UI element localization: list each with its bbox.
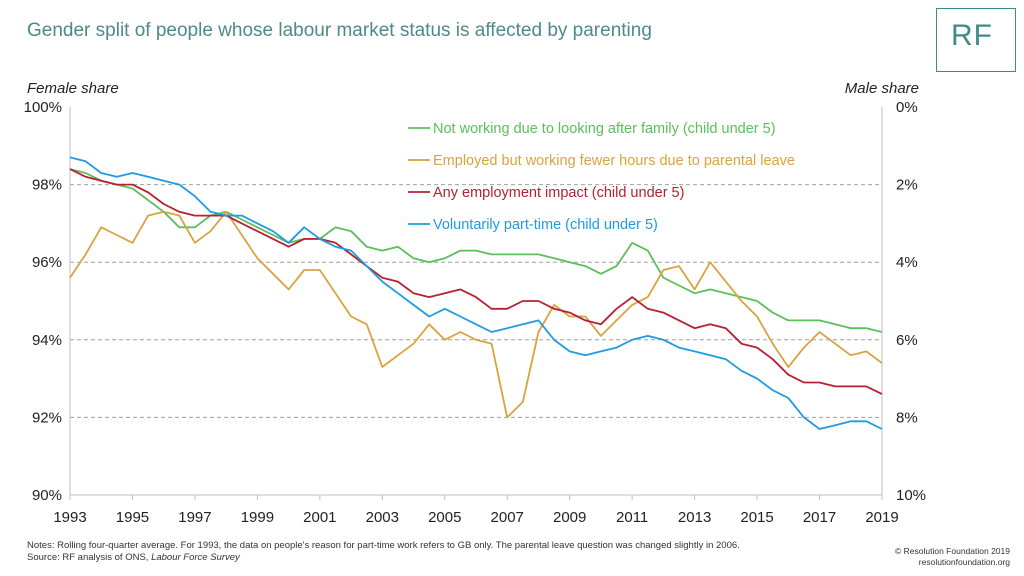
series-line-4: [69, 156, 883, 430]
legend-label: Employed but working fewer hours due to …: [433, 153, 795, 169]
y-tick-label-left: 98%: [32, 177, 62, 194]
left-axis-title: Female share: [27, 80, 119, 97]
rf-logo: RF: [936, 8, 1016, 72]
series-line-1: [69, 168, 883, 333]
logo-text: RF: [951, 19, 993, 52]
copyright-line2: resolutionfoundation.org: [918, 557, 1010, 567]
y-tick-label-right: 6%: [896, 332, 918, 349]
chart-title: Gender split of people whose labour mark…: [27, 20, 652, 41]
source-italic: Labour Force Survey: [151, 552, 240, 563]
x-tick-label: 1999: [241, 509, 274, 526]
x-tick-label: 1993: [53, 509, 86, 526]
copyright-line1: © Resolution Foundation 2019: [895, 546, 1010, 556]
legend-label: Not working due to looking after family …: [433, 121, 776, 137]
x-tick-label: 2005: [428, 509, 461, 526]
y-tick-label-left: 90%: [32, 487, 62, 504]
x-tick-label: 1995: [116, 509, 149, 526]
x-tick-label: 2009: [553, 509, 586, 526]
y-tick-label-right: 2%: [896, 177, 918, 194]
y-tick-label-left: 96%: [32, 254, 62, 271]
y-tick-label-left: 100%: [24, 99, 62, 116]
series-line-2: [69, 210, 883, 419]
source-prefix: Source: RF analysis of ONS,: [27, 552, 152, 563]
x-tick-label: 2003: [366, 509, 399, 526]
y-tick-label-left: 94%: [32, 332, 62, 349]
y-tick-label-right: 0%: [896, 99, 918, 116]
y-tick-label-right: 10%: [896, 487, 926, 504]
y-tick-label-right: 8%: [896, 409, 918, 426]
series-line-3: [69, 168, 883, 395]
source-text: Source: RF analysis of ONS, Labour Force…: [27, 552, 740, 564]
copyright: © Resolution Foundation 2019 resolutionf…: [895, 546, 1010, 568]
x-tick-label: 1997: [178, 509, 211, 526]
y-tick-label-right: 4%: [896, 254, 918, 271]
x-tick-label: 2013: [678, 509, 711, 526]
x-tick-label: 2015: [740, 509, 773, 526]
right-axis-title: Male share: [844, 80, 919, 97]
x-tick-label: 2019: [865, 509, 898, 526]
x-tick-label: 2017: [803, 509, 836, 526]
x-tick-label: 2007: [491, 509, 524, 526]
y-tick-label-left: 92%: [32, 409, 62, 426]
legend-label: Voluntarily part-time (child under 5): [433, 217, 658, 233]
legend-label: Any employment impact (child under 5): [433, 185, 684, 201]
notes: Notes: Rolling four-quarter average. For…: [27, 540, 740, 564]
x-tick-label: 2011: [616, 509, 648, 526]
notes-text: Notes: Rolling four-quarter average. For…: [27, 540, 740, 551]
x-tick-label: 2001: [303, 509, 336, 526]
